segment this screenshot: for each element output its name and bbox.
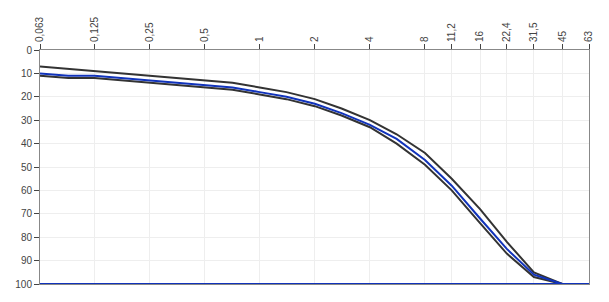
svg-text:60: 60: [21, 185, 33, 196]
svg-text:0,063: 0,063: [34, 17, 45, 42]
svg-text:4: 4: [364, 36, 375, 42]
svg-text:20: 20: [21, 91, 33, 102]
svg-text:16: 16: [474, 30, 485, 42]
svg-text:8: 8: [419, 36, 430, 42]
svg-text:0,5: 0,5: [199, 28, 210, 42]
svg-text:63: 63: [583, 30, 594, 42]
svg-text:2: 2: [309, 36, 320, 42]
svg-text:40: 40: [21, 138, 33, 149]
svg-text:0: 0: [26, 45, 32, 56]
svg-text:80: 80: [21, 232, 33, 243]
svg-text:11,2: 11,2: [446, 23, 457, 42]
svg-text:0,125: 0,125: [89, 17, 100, 42]
svg-text:100: 100: [15, 279, 32, 290]
svg-text:70: 70: [21, 208, 33, 219]
svg-text:50: 50: [21, 162, 33, 173]
svg-text:90: 90: [21, 255, 33, 266]
svg-text:30: 30: [21, 115, 33, 126]
svg-text:31,5: 31,5: [528, 22, 539, 42]
svg-text:1: 1: [254, 36, 265, 42]
svg-text:10: 10: [21, 68, 33, 79]
svg-text:45: 45: [557, 30, 568, 42]
svg-text:22,4: 22,4: [501, 22, 512, 42]
svg-text:0,25: 0,25: [144, 22, 155, 42]
